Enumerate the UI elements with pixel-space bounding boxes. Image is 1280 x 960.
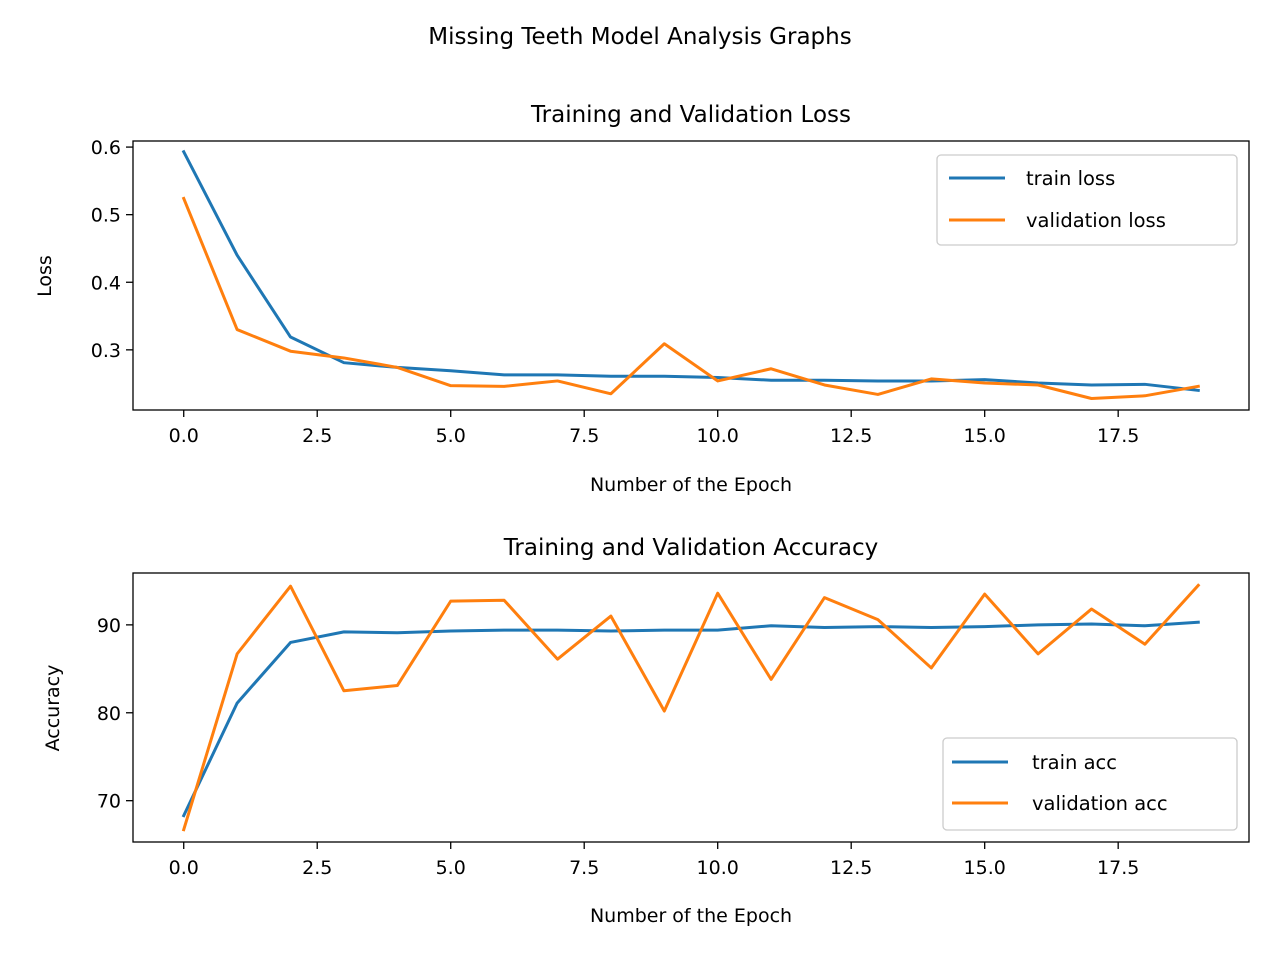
accuracy-chart-legend-label-validation: validation acc	[1032, 792, 1168, 815]
loss-chart-marks	[181, 149, 1201, 401]
loss-chart-legend-label-validation: validation loss	[1026, 209, 1166, 232]
loss-chart-x-axis-label: Number of the Epoch	[590, 474, 792, 496]
figure-suptitle: Missing Teeth Model Analysis Graphs	[428, 24, 851, 50]
accuracy-chart-x-tick-label: 12.5	[830, 857, 872, 879]
loss-chart-x-tick-label: 15.0	[964, 425, 1006, 447]
accuracy-chart-frame	[132, 572, 1250, 843]
accuracy-chart-legend: train acc validation acc	[942, 737, 1238, 831]
accuracy-chart-y-tick-label: 70	[97, 791, 121, 813]
accuracy-chart-x-ticks: 0.0 2.5 5.0 7.5 10.0 12.5 15.0 17.5	[169, 842, 1139, 879]
accuracy-chart-x-tick-label: 5.0	[436, 857, 466, 879]
loss-chart-legend-box	[936, 154, 1238, 246]
loss-chart-title: Training and Validation Loss	[530, 102, 851, 128]
accuracy-chart-marks	[181, 583, 1201, 832]
accuracy-chart-x-tick-label: 15.0	[964, 857, 1006, 879]
loss-chart-frame	[132, 140, 1250, 411]
loss-chart-x-tick-label: 12.5	[830, 425, 872, 447]
accuracy-chart-y-tick-label: 90	[97, 615, 121, 637]
loss-chart-y-tick-label: 0.4	[91, 272, 121, 294]
accuracy-chart-y-axis-label: Accuracy	[42, 665, 64, 752]
accuracy-chart-y-tick-label: 80	[97, 703, 121, 725]
loss-chart-y-tick-label: 0.3	[91, 340, 121, 362]
accuracy-chart-title: Training and Validation Accuracy	[503, 535, 879, 561]
accuracy-chart-x-tick-label: 17.5	[1097, 857, 1139, 879]
loss-chart-x-ticks: 0.0 2.5 5.0 7.5 10.0 12.5 15.0 17.5	[169, 410, 1139, 447]
accuracy-chart-y-ticks: 70 80 90	[97, 615, 133, 813]
accuracy-chart-x-tick-label: 2.5	[302, 857, 332, 879]
loss-chart-series-validation-line	[181, 196, 1201, 401]
accuracy-chart-legend-label-train: train acc	[1032, 751, 1117, 774]
accuracy-chart-x-tick-label: 7.5	[569, 857, 599, 879]
loss-chart: Training and Validation Loss 0.0 2.5 5.0 7.…	[34, 102, 1250, 496]
loss-chart-x-tick-label: 10.0	[697, 425, 739, 447]
loss-chart-x-tick-label: 2.5	[302, 425, 332, 447]
accuracy-chart-series-train-line	[181, 620, 1200, 818]
accuracy-chart-x-axis-label: Number of the Epoch	[590, 905, 792, 927]
loss-chart-x-tick-label: 0.0	[169, 425, 199, 447]
loss-chart-x-tick-label: 7.5	[569, 425, 599, 447]
loss-chart-y-axis-label: Loss	[34, 255, 56, 297]
accuracy-chart-series-validation-line	[181, 583, 1201, 832]
loss-chart-y-tick-label: 0.6	[91, 137, 121, 159]
loss-chart-series-train-line	[181, 149, 1200, 393]
loss-chart-x-tick-label: 5.0	[436, 425, 466, 447]
loss-chart-y-tick-label: 0.5	[91, 205, 121, 227]
loss-chart-x-tick-label: 17.5	[1097, 425, 1139, 447]
loss-chart-legend: train loss validation loss	[936, 154, 1238, 246]
accuracy-chart: Training and Validation Accuracy 0.0 2.5 5…	[42, 535, 1250, 927]
accuracy-chart-x-tick-label: 0.0	[169, 857, 199, 879]
loss-chart-legend-label-train: train loss	[1026, 167, 1115, 190]
accuracy-chart-legend-box	[942, 737, 1238, 831]
loss-chart-y-ticks: 0.3 0.4 0.5 0.6	[91, 137, 133, 362]
accuracy-chart-x-tick-label: 10.0	[697, 857, 739, 879]
